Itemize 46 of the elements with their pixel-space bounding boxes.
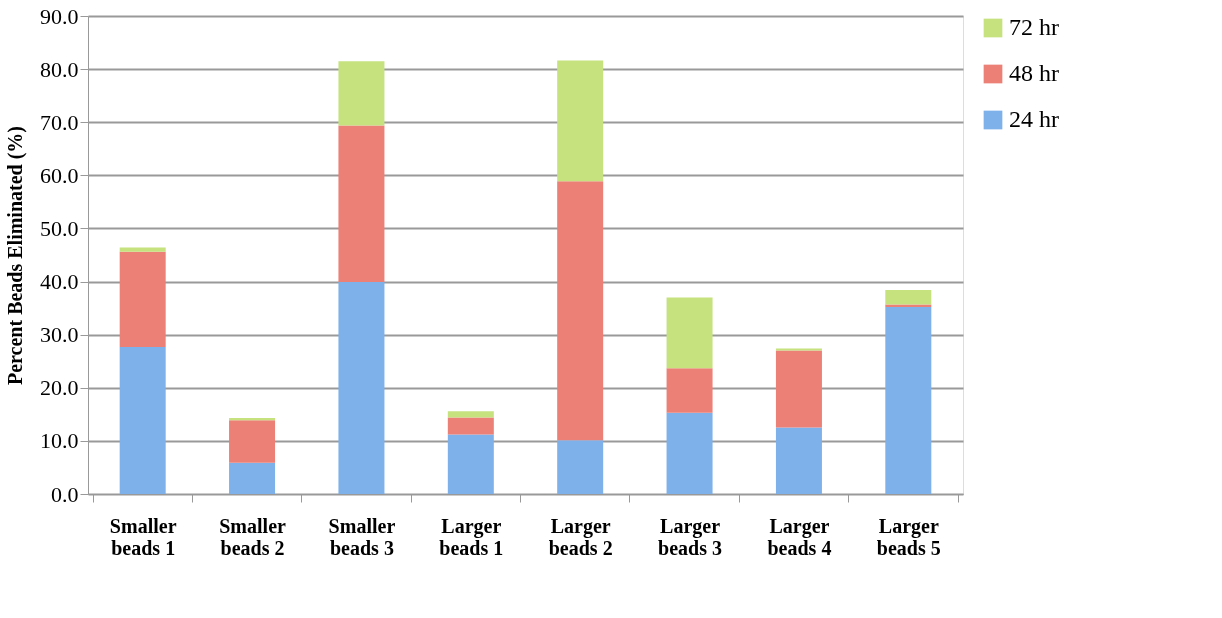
y-tick-label: 10.0	[40, 428, 79, 454]
bar	[338, 282, 385, 494]
bar	[338, 125, 385, 283]
y-tick-label: 80.0	[40, 56, 79, 82]
bar	[119, 346, 166, 494]
y-tick-label: 30.0	[40, 322, 79, 348]
bar	[885, 307, 932, 494]
y-tick-label: 0.0	[51, 481, 79, 507]
bar	[775, 427, 822, 494]
x-tick-label: Smaller beads 3	[328, 514, 396, 559]
y-tick-label: 70.0	[40, 109, 79, 135]
x-tick-label: Larger beads 4	[767, 514, 832, 559]
y-tick-label: 20.0	[40, 375, 79, 401]
bar	[775, 348, 822, 351]
y-tick-label: 40.0	[40, 269, 79, 295]
bar	[229, 462, 276, 494]
bar	[447, 434, 494, 494]
bar	[666, 297, 713, 369]
bar	[885, 290, 932, 305]
bar	[666, 412, 713, 494]
bar	[229, 418, 276, 421]
x-tick-label: Larger beads 3	[658, 514, 723, 559]
bar	[447, 411, 494, 418]
y-tick-label: 60.0	[40, 162, 79, 188]
y-axis-title: Percent Beads Eliminated (%)	[4, 125, 27, 386]
bar	[447, 417, 494, 435]
x-tick-label: Smaller beads 1	[109, 514, 177, 559]
bar	[338, 61, 385, 126]
x-tick-label: Larger beads 1	[439, 514, 504, 559]
legend-label: 24 hr	[1009, 106, 1059, 132]
bar	[775, 350, 822, 428]
x-tick-label: Smaller beads 2	[219, 514, 287, 559]
bar	[119, 251, 166, 347]
legend-label: 72 hr	[1009, 14, 1059, 40]
bar	[557, 60, 604, 182]
y-tick-label: 90.0	[40, 3, 79, 29]
bar	[119, 247, 166, 252]
bar	[229, 420, 276, 463]
bar	[885, 304, 932, 308]
bar	[557, 440, 604, 494]
bar	[557, 181, 604, 441]
bar	[666, 368, 713, 413]
legend-label: 48 hr	[1009, 60, 1059, 86]
y-tick-label: 50.0	[40, 215, 79, 241]
x-tick-label: Larger beads 5	[876, 514, 941, 559]
x-tick-label: Larger beads 2	[548, 514, 613, 559]
